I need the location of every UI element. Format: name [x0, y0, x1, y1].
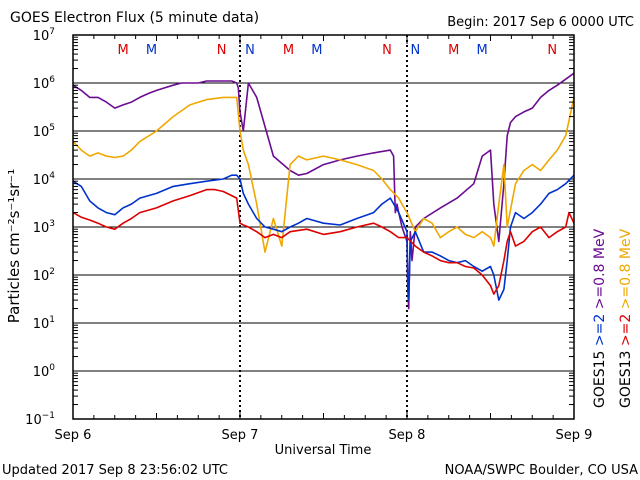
x-tick-label: Sep 8: [389, 428, 426, 443]
mn-marker: N: [217, 43, 227, 58]
legend-entry: >=2: [592, 314, 608, 351]
series-goes15-2: [72, 174, 575, 301]
mn-marker: N: [547, 43, 557, 58]
legend-goes13: GOES13 >=2 >=0.8 MeV: [618, 228, 634, 408]
x-tick-label: Sep 9: [556, 428, 593, 443]
y-axis-label: Particles cm⁻²s⁻¹sr⁻¹: [5, 169, 23, 323]
x-axis-label: Universal Time: [275, 443, 372, 458]
y-tick-label: 107: [33, 27, 55, 44]
x-tick-label: Sep 7: [222, 428, 259, 443]
y-tick-label: 106: [33, 75, 56, 92]
y-tick-label: 10−1: [25, 411, 55, 428]
legend-entry: >=0.8 MeV: [592, 228, 608, 313]
mn-marker: N: [382, 43, 392, 58]
mn-marker: M: [311, 43, 322, 58]
series-goes13-0-8-mev: [72, 96, 575, 253]
series-layer: [72, 72, 575, 310]
mn-marker: M: [146, 43, 157, 58]
y-tick-label: 101: [33, 315, 55, 332]
mn-marker: M: [117, 43, 128, 58]
y-tick-label: 105: [33, 123, 55, 140]
mn-marker: N: [410, 43, 420, 58]
grid-layer: [73, 34, 574, 420]
y-tick-label: 100: [33, 363, 56, 380]
footer-credit: NOAA/SWPC Boulder, CO USA: [445, 463, 638, 478]
legend-goes15: GOES15 >=2 >=0.8 MeV: [592, 228, 608, 408]
series-goes13-2: [72, 188, 575, 295]
mn-marker: M: [448, 43, 459, 58]
legend-entry: >=0.8 MeV: [618, 228, 634, 313]
mn-marker: N: [245, 43, 255, 58]
chart-title: GOES Electron Flux (5 minute data): [10, 10, 259, 26]
x-tick-label: Sep 6: [55, 428, 92, 443]
plot-frame: [72, 34, 575, 420]
legend-entry: GOES13: [618, 351, 634, 408]
y-tick-label: 102: [33, 267, 55, 284]
mn-marker: M: [283, 43, 294, 58]
begin-label: Begin: 2017 Sep 6 0000 UTC: [447, 15, 634, 30]
mn-marker: M: [477, 43, 488, 58]
y-tick-label: 104: [33, 171, 56, 188]
legend-entry: >=2: [618, 314, 634, 351]
footer-updated: Updated 2017 Sep 8 23:56:02 UTC: [2, 463, 228, 478]
series-goes15-0-8-mev: [72, 72, 575, 310]
legend-entry: GOES15: [592, 351, 608, 408]
y-tick-label: 103: [33, 219, 55, 236]
